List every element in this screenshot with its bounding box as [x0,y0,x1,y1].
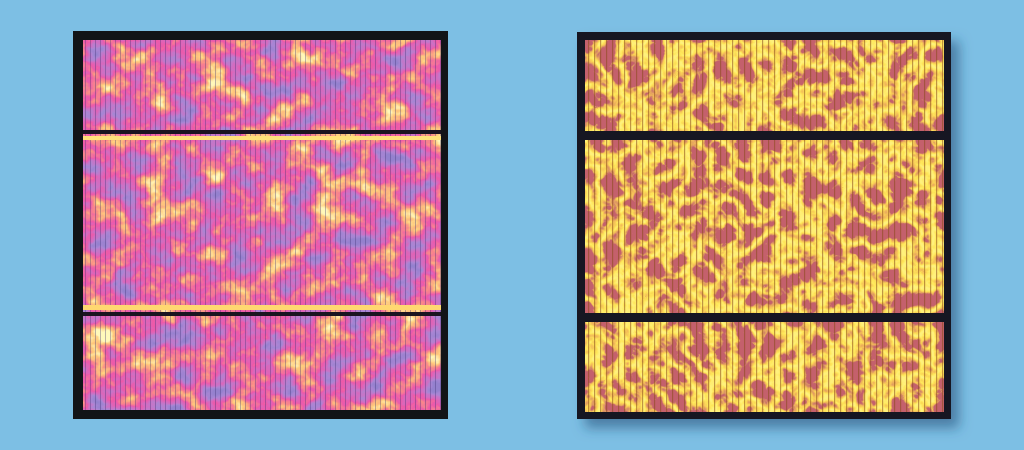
right-fingers [585,40,944,131]
left-gap [83,312,441,316]
right-fingers [585,140,944,313]
left-cell [73,31,448,419]
left-busbar [83,136,441,140]
left-busbar [83,305,441,310]
left-gap [83,130,441,134]
right-segments [585,40,944,412]
left-fingers [83,40,441,410]
right-fingers [585,322,944,412]
